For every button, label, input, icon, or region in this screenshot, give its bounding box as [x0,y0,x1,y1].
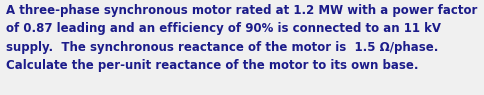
Text: A three-phase synchronous motor rated at 1.2 MW with a power factor
of 0.87 lead: A three-phase synchronous motor rated at… [6,4,477,72]
